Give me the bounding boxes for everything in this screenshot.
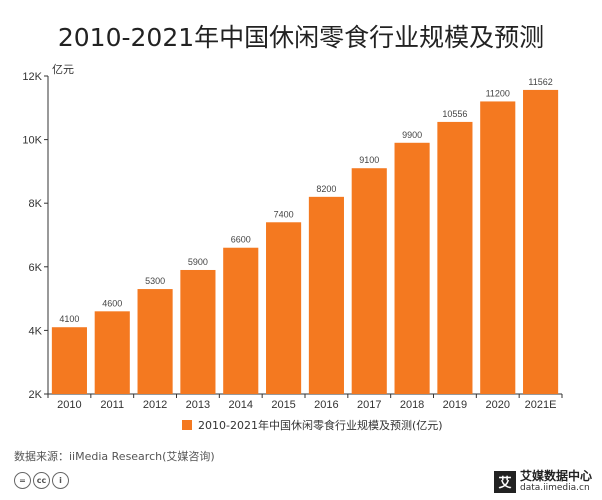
bar-2011	[94, 311, 130, 394]
data-label: 5300	[145, 276, 165, 286]
x-tick-label: 2013	[186, 399, 210, 411]
data-label: 9100	[359, 155, 379, 165]
brand-mark-icon: 艾	[493, 470, 516, 493]
x-tick-label: 2010	[57, 399, 81, 411]
data-label: 4100	[59, 314, 79, 324]
brand-logo[interactable]: 艾 艾媒数据中心 data.iimedia.cn	[493, 469, 592, 493]
y-tick-label: 12K	[22, 71, 42, 83]
data-label: 4600	[102, 298, 122, 308]
x-tick-label: 2015	[271, 399, 295, 411]
bar-2012	[137, 289, 173, 394]
x-tick-label: 2011	[100, 399, 124, 411]
data-label: 10556	[442, 109, 467, 119]
x-tick-label: 2021E	[525, 399, 557, 411]
bar-2017	[351, 168, 387, 394]
legend-swatch	[182, 420, 192, 430]
y-tick-label: 4K	[29, 325, 43, 337]
data-label: 11200	[486, 88, 510, 98]
data-label: 7400	[274, 209, 294, 219]
y-axis-unit-label: 亿元	[52, 63, 74, 76]
cc-equal-icon: =	[14, 472, 31, 489]
source-note: 数据来源：iiMedia Research(艾媒咨询)	[14, 450, 215, 463]
bar-2019	[437, 121, 473, 395]
data-label: 11562	[528, 77, 552, 87]
x-tick-label: 2012	[143, 399, 167, 411]
chart-title: 2010-2021年中国休闲零食行业规模及预测	[57, 23, 545, 52]
y-tick-label: 8K	[29, 198, 43, 210]
x-tick-label: 2020	[486, 399, 510, 411]
y-tick-label: 10K	[22, 135, 42, 147]
license-icons: = cc i	[14, 472, 69, 489]
bar-2016	[308, 196, 344, 394]
x-tick-label: 2019	[443, 399, 467, 411]
bar-2014	[223, 247, 259, 394]
legend[interactable]: 2010-2021年中国休闲零食行业规模及预测(亿元)	[182, 417, 443, 433]
y-tick-label: 6K	[29, 262, 43, 274]
x-tick-label: 2016	[314, 399, 338, 411]
data-label: 8200	[316, 184, 336, 194]
data-label: 9900	[402, 130, 422, 140]
y-tick-label: 2K	[29, 389, 43, 401]
x-tick-label: 2017	[357, 399, 381, 411]
x-tick-label: 2018	[400, 399, 424, 411]
bar-2010	[51, 327, 87, 394]
data-label: 5900	[188, 257, 208, 267]
cc-icon: cc	[33, 472, 50, 489]
data-label: 6600	[231, 235, 251, 245]
bar-2018	[394, 142, 430, 394]
x-tick-label: 2014	[229, 399, 253, 411]
legend-label: 2010-2021年中国休闲零食行业规模及预测(亿元)	[198, 419, 443, 432]
brand-url: data.iimedia.cn	[519, 483, 590, 493]
bar-2021E	[523, 89, 559, 394]
cc-person-icon: i	[52, 472, 69, 489]
bar-2015	[266, 222, 302, 394]
bar-2013	[180, 269, 216, 394]
bar-2020	[480, 101, 516, 394]
brand-name: 艾媒数据中心	[519, 469, 592, 483]
